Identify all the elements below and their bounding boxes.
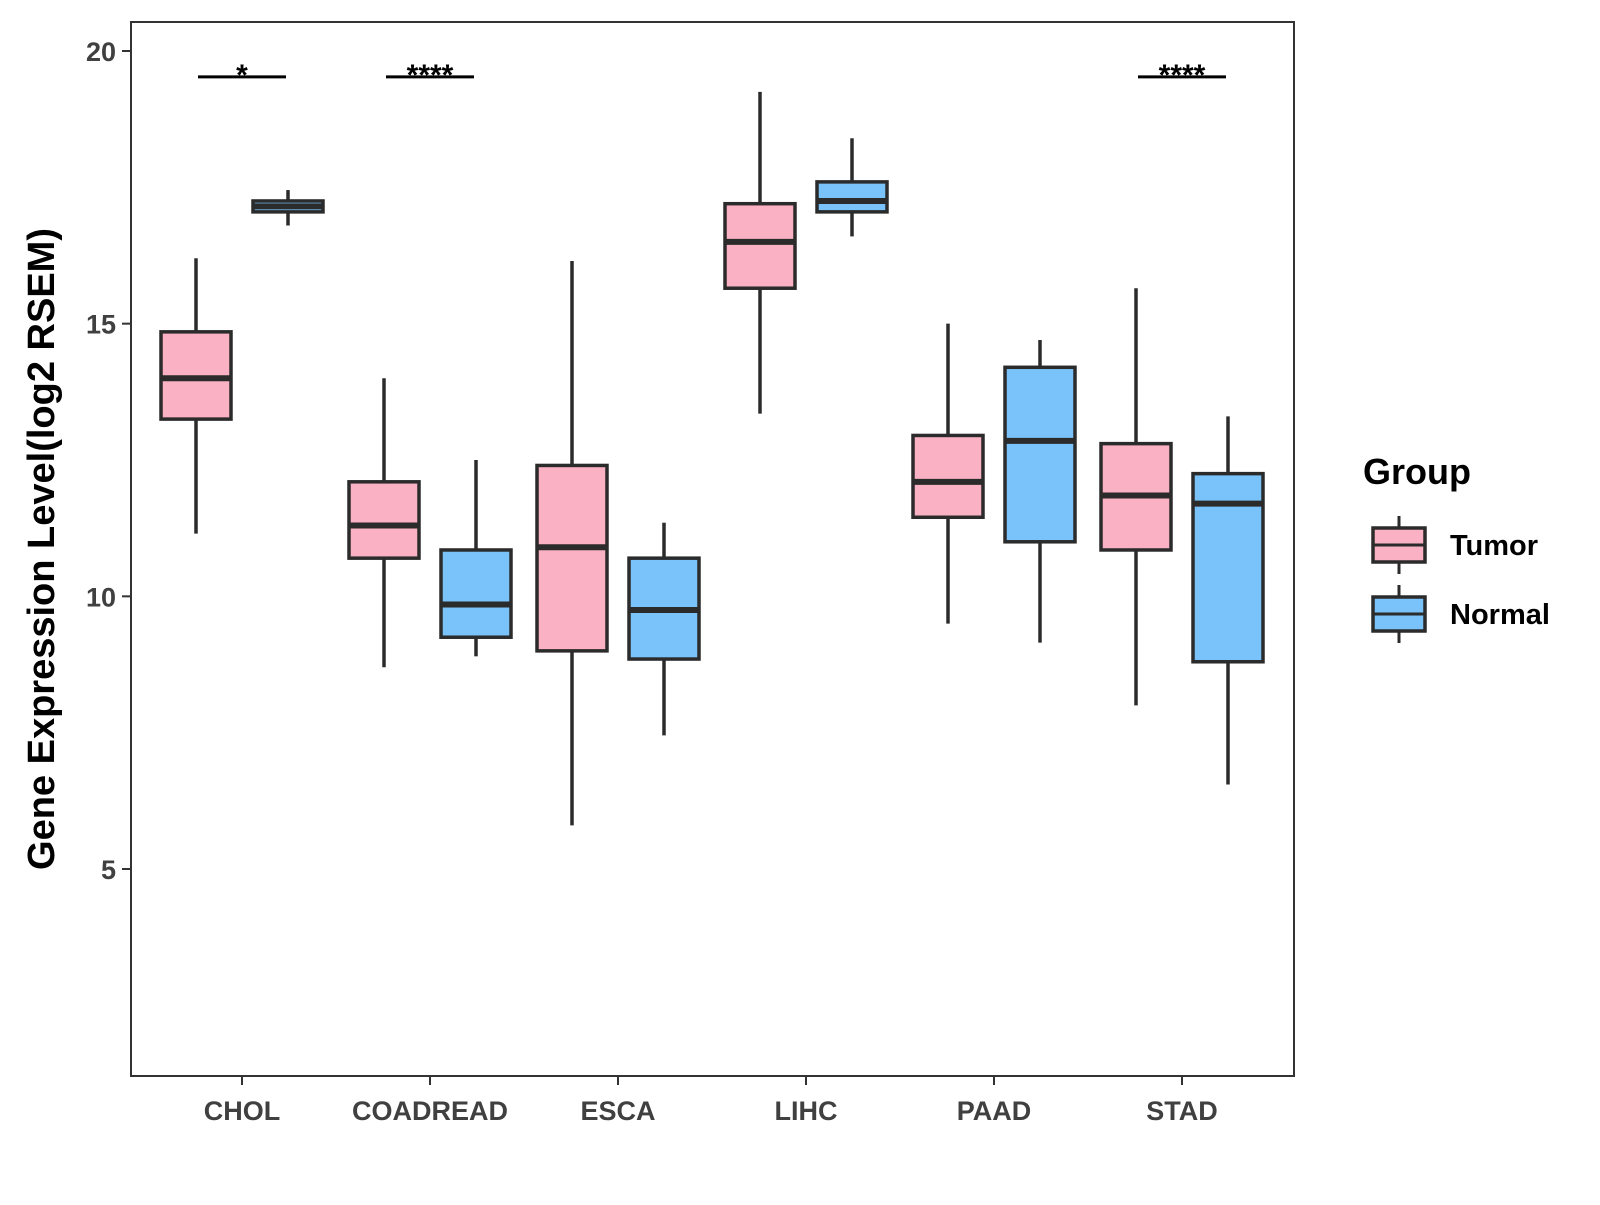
box-body [347, 480, 421, 560]
box-normal-esca [627, 522, 701, 736]
y-axis: 5 10 15 20 [86, 37, 131, 885]
box-tumor-esca [535, 260, 609, 826]
box-series [159, 91, 1265, 826]
legend-item-normal: Normal [1371, 585, 1550, 643]
y-tick-label: 15 [86, 310, 116, 340]
x-tick-label: ESCA [580, 1096, 655, 1126]
box-body [1003, 365, 1077, 544]
box-tumor-lihc [723, 91, 797, 414]
significance-label: **** [1159, 59, 1206, 92]
y-tick-label: 10 [86, 582, 116, 612]
box-body [723, 201, 797, 290]
x-tick-label: PAAD [957, 1096, 1032, 1126]
box-normal-chol [251, 190, 325, 226]
box-normal-stad [1191, 416, 1265, 785]
x-tick-label: LIHC [775, 1096, 838, 1126]
box-body [911, 433, 985, 520]
y-tick-label: 5 [101, 855, 116, 885]
significance-label: **** [407, 59, 454, 92]
box-normal-paad [1003, 340, 1077, 643]
significance-label: * [236, 59, 248, 92]
box-tumor-coadread [347, 378, 421, 668]
x-axis: CHOL COADREAD ESCA LIHC PAAD STAD [204, 1076, 1218, 1126]
box-body [535, 463, 609, 653]
legend-title: Group [1363, 451, 1471, 492]
significance-annotations: * **** **** [198, 59, 1226, 92]
box-body [815, 180, 889, 214]
y-tick-label: 20 [86, 37, 116, 67]
box-body [439, 548, 513, 639]
x-tick-label: CHOL [204, 1096, 281, 1126]
legend-label: Normal [1450, 599, 1550, 631]
box-tumor-stad [1099, 288, 1173, 706]
y-axis-title: Gene Expression Level(log2 RSEM) [21, 228, 63, 870]
legend: Group Tumor Normal [1363, 451, 1550, 643]
box-tumor-chol [159, 258, 233, 534]
box-normal-lihc [815, 138, 889, 237]
x-tick-label: STAD [1146, 1096, 1218, 1126]
box-tumor-paad [911, 323, 985, 624]
x-tick-label: COADREAD [352, 1096, 508, 1126]
legend-label: Tumor [1450, 530, 1538, 562]
box-normal-coadread [439, 460, 513, 657]
legend-item-tumor: Tumor [1371, 516, 1538, 574]
